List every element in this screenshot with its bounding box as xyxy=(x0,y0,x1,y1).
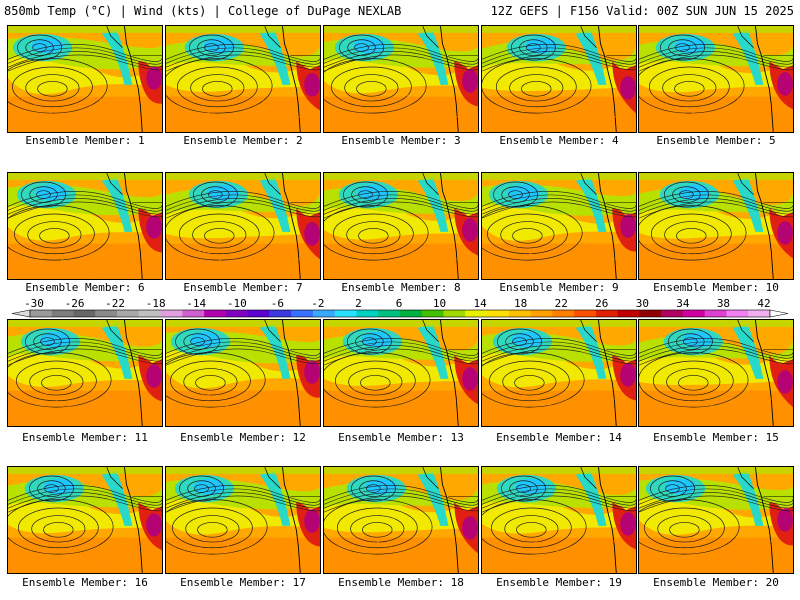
ensemble-member-label: Ensemble Member: 10 xyxy=(653,281,779,294)
ensemble-member-label: Ensemble Member: 6 xyxy=(25,281,145,294)
ensemble-member-label: Ensemble Member: 5 xyxy=(656,134,776,147)
colorbar-tick-label: 30 xyxy=(636,297,649,310)
ensemble-member-label: Ensemble Member: 9 xyxy=(499,281,619,294)
colorbar-swatch xyxy=(530,310,553,317)
ensemble-map xyxy=(7,172,163,280)
colorbar-swatch xyxy=(682,310,706,317)
colorbar-tick-label: -18 xyxy=(146,297,166,310)
ensemble-member-label: Ensemble Member: 16 xyxy=(22,576,148,589)
colorbar-swatch xyxy=(204,310,227,317)
colorbar-swatch xyxy=(661,310,684,317)
ensemble-member-label: Ensemble Member: 7 xyxy=(183,281,303,294)
colorbar-tick-label: -22 xyxy=(105,297,125,310)
colorbar-swatch xyxy=(182,310,205,317)
ensemble-map xyxy=(165,25,321,133)
ensemble-map xyxy=(323,25,479,133)
colorbar-tick-label: -30 xyxy=(24,297,44,310)
ensemble-member-label: Ensemble Member: 2 xyxy=(183,134,303,147)
ensemble-map xyxy=(481,172,637,280)
ensemble-map xyxy=(165,172,321,280)
colorbar-swatch xyxy=(400,310,423,317)
colorbar-tick-label: 38 xyxy=(717,297,730,310)
colorbar-swatch xyxy=(508,310,531,317)
colorbar-swatch xyxy=(595,310,618,317)
colorbar-tick-label: 34 xyxy=(676,297,690,310)
ensemble-member-label: Ensemble Member: 15 xyxy=(653,431,779,444)
ensemble-map xyxy=(7,25,163,133)
ensemble-member-label: Ensemble Member: 20 xyxy=(653,576,779,589)
colorbar-swatch xyxy=(73,310,96,317)
colorbar-swatch xyxy=(95,310,118,317)
ensemble-member-label: Ensemble Member: 1 xyxy=(25,134,145,147)
colorbar-tick-label: 42 xyxy=(757,297,770,310)
colorbar-swatch xyxy=(356,310,379,317)
ensemble-map xyxy=(7,319,163,427)
ensemble-map xyxy=(323,466,479,574)
colorbar-tick-label: 10 xyxy=(433,297,446,310)
colorbar-swatch xyxy=(138,310,161,317)
colorbar-swatch xyxy=(269,310,292,317)
colorbar-tick-label: 26 xyxy=(595,297,608,310)
ensemble-member-label: Ensemble Member: 4 xyxy=(499,134,619,147)
colorbar-tick-label: -26 xyxy=(65,297,85,310)
ensemble-member-label: Ensemble Member: 18 xyxy=(338,576,464,589)
ensemble-member-label: Ensemble Member: 17 xyxy=(180,576,306,589)
colorbar-tick-label: 6 xyxy=(396,297,403,310)
map-title: 850mb Temp (°C) | Wind (kts) | College o… xyxy=(4,4,402,18)
colorbar-swatch xyxy=(704,310,727,317)
colorbar-right-arrow xyxy=(769,309,789,318)
ensemble-map xyxy=(481,466,637,574)
colorbar-swatch xyxy=(291,310,314,317)
colorbar-swatch xyxy=(726,310,749,317)
ensemble-map xyxy=(638,25,794,133)
ensemble-member-label: Ensemble Member: 14 xyxy=(496,431,622,444)
colorbar-swatch xyxy=(334,310,357,317)
ensemble-map xyxy=(638,172,794,280)
colorbar-tick-label: -14 xyxy=(186,297,206,310)
colorbar-swatch xyxy=(443,310,466,317)
ensemble-map xyxy=(165,466,321,574)
colorbar-tick-label: -6 xyxy=(271,297,284,310)
colorbar-tick-label: 18 xyxy=(514,297,527,310)
ensemble-member-label: Ensemble Member: 3 xyxy=(341,134,461,147)
colorbar-swatch xyxy=(574,310,597,317)
ensemble-map xyxy=(7,466,163,574)
ensemble-member-label: Ensemble Member: 19 xyxy=(496,576,622,589)
colorbar-swatch xyxy=(117,310,140,317)
ensemble-map xyxy=(323,172,479,280)
colorbar-swatch xyxy=(312,310,336,317)
colorbar-tick-label: -2 xyxy=(311,297,324,310)
colorbar-tick-label: 22 xyxy=(555,297,568,310)
colorbar-swatch xyxy=(421,310,444,317)
colorbar-swatch xyxy=(378,310,401,317)
ensemble-member-label: Ensemble Member: 13 xyxy=(338,431,464,444)
colorbar-swatch xyxy=(160,310,183,317)
ensemble-member-label: Ensemble Member: 8 xyxy=(341,281,461,294)
temperature-colorbar: -30 -26 -22 -18 -14 -10 -6 -2 2 6 10 14 18 22 26 30 34 38… xyxy=(11,297,789,318)
ensemble-member-label: Ensemble Member: 11 xyxy=(22,431,148,444)
ensemble-map xyxy=(638,466,794,574)
ensemble-map xyxy=(165,319,321,427)
colorbar-left-arrow xyxy=(11,309,31,318)
colorbar-swatch xyxy=(748,310,771,317)
colorbar-swatch xyxy=(30,310,53,317)
colorbar-tick-label: 14 xyxy=(473,297,487,310)
colorbar-swatch xyxy=(247,310,270,317)
run-valid-time: 12Z GEFS | F156 Valid: 00Z SUN JUN 15 20… xyxy=(490,4,794,18)
ensemble-member-label: Ensemble Member: 12 xyxy=(180,431,306,444)
colorbar-swatch xyxy=(552,310,575,317)
ensemble-map xyxy=(638,319,794,427)
colorbar-swatch xyxy=(639,310,662,317)
ensemble-map xyxy=(481,319,637,427)
colorbar-tick-label: 2 xyxy=(355,297,362,310)
colorbar-swatch xyxy=(465,310,488,317)
colorbar-swatch xyxy=(51,310,74,317)
colorbar-swatch xyxy=(617,310,640,317)
colorbar-swatch xyxy=(225,310,248,317)
colorbar-swatch xyxy=(487,310,510,317)
colorbar-tick-label: -10 xyxy=(227,297,247,310)
ensemble-map xyxy=(481,25,637,133)
ensemble-map xyxy=(323,319,479,427)
